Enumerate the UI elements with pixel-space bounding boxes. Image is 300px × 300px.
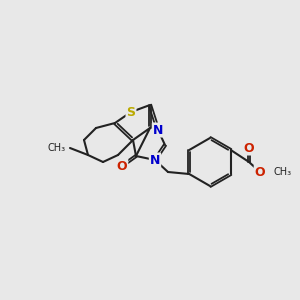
Text: O: O: [117, 160, 127, 172]
Text: CH₃: CH₃: [273, 167, 291, 177]
Text: O: O: [244, 142, 254, 154]
Text: CH₃: CH₃: [48, 143, 66, 153]
Text: N: N: [150, 154, 160, 166]
Text: O: O: [255, 166, 265, 178]
Text: S: S: [127, 106, 136, 118]
Text: N: N: [153, 124, 163, 136]
